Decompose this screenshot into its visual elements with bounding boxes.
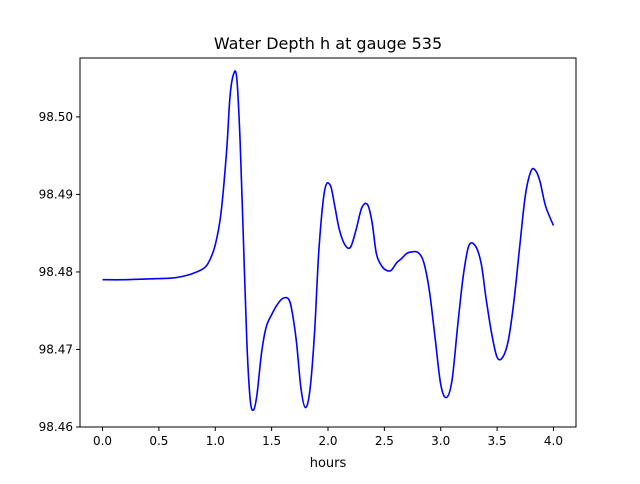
x-tick-label: 3.0 [431,434,450,448]
plot-frame [79,57,577,428]
x-axis-ticks: 0.0 0.5 1.0 1.5 2.0 2.5 3.0 3.5 4.0 [93,427,563,448]
y-tick-label: 98.49 [39,187,73,201]
x-tick-label: 1.0 [206,434,225,448]
x-tick-label: 2.5 [375,434,394,448]
x-tick-label: 0.5 [149,434,168,448]
y-tick-label: 98.47 [39,342,73,356]
x-tick-label: 2.0 [318,434,337,448]
x-tick-label: 4.0 [544,434,563,448]
x-tick-label: 1.5 [262,434,281,448]
x-tick-label: 3.5 [488,434,507,448]
chart-title: Water Depth h at gauge 535 [214,34,442,53]
y-tick-label: 98.50 [39,110,73,124]
y-tick-label: 98.46 [39,420,73,434]
y-tick-label: 98.48 [39,265,73,279]
plot-lines [102,70,555,412]
water-depth-line-series-0 [102,70,555,412]
y-axis-ticks: 98.46 98.47 98.48 98.49 98.50 [39,110,80,434]
x-tick-label: 0.0 [93,434,112,448]
x-axis-label: hours [310,456,347,471]
